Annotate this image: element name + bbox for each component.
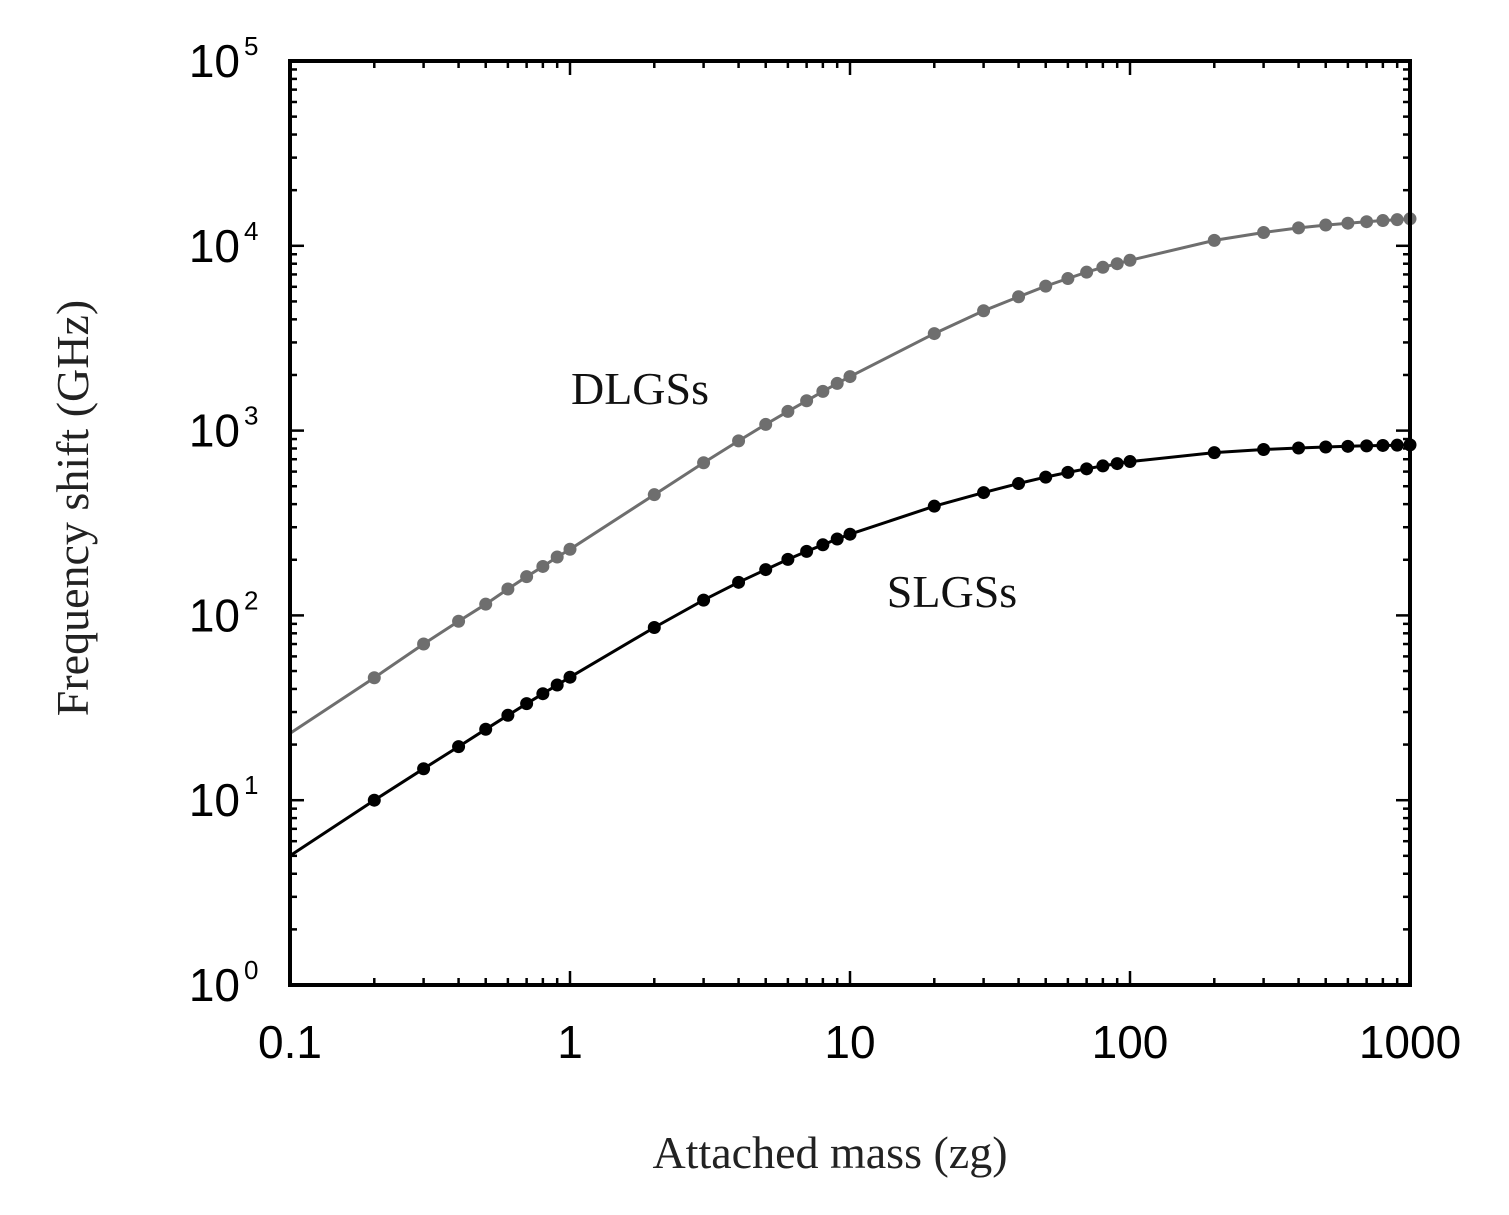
y-tick-label-exponent: 5 [244,31,258,61]
data-point-dlgss [816,384,830,398]
data-point-dlgss [367,671,381,685]
data-point-dlgss [800,394,814,408]
data-point-slgss [417,762,431,776]
x-tick-label: 1 [557,1016,583,1068]
data-point-slgss [536,687,550,701]
data-point-slgss [1039,470,1053,484]
data-point-dlgss [1123,253,1137,267]
data-point-dlgss [1360,215,1374,229]
data-point-slgss [800,544,814,558]
data-point-slgss [927,499,941,513]
series-layer [289,212,1417,858]
data-point-slgss [479,722,493,736]
x-tick-label: 1000 [1359,1016,1461,1068]
data-point-dlgss [1341,216,1355,230]
y-tick-label: 10 [189,220,240,272]
data-point-slgss [1360,439,1374,453]
data-point-slgss [1061,465,1075,479]
y-tick-label-exponent: 3 [244,401,258,431]
data-point-slgss [732,575,746,589]
y-tick-label-exponent: 0 [244,955,258,985]
series-slgss [289,438,1417,858]
data-point-slgss [1341,439,1355,453]
data-point-dlgss [520,570,534,584]
data-point-slgss [1110,457,1124,471]
data-point-slgss [816,538,830,552]
data-point-dlgss [759,417,773,431]
series-label-dlgss: DLGSs [571,363,709,414]
data-point-dlgss [1257,226,1271,240]
data-point-dlgss [697,456,711,470]
data-point-slgss [1207,446,1221,460]
data-point-dlgss [732,434,746,448]
data-point-dlgss [1390,213,1404,227]
data-point-dlgss [1096,260,1110,274]
data-point-dlgss [1292,221,1306,235]
data-point-slgss [1123,455,1137,469]
data-point-dlgss [1319,218,1333,232]
data-point-slgss [1096,459,1110,473]
x-tick-label: 100 [1092,1016,1169,1068]
data-point-slgss [977,486,991,500]
y-tick-label: 10 [189,589,240,641]
data-point-slgss [843,527,857,541]
data-point-slgss [759,563,773,577]
data-point-dlgss [977,304,991,318]
data-point-slgss [647,621,661,635]
data-point-slgss [367,793,381,807]
data-point-slgss [1012,477,1026,491]
data-point-dlgss [536,559,550,573]
series-label-slgss: SLGSs [887,566,1017,617]
data-point-dlgss [1376,214,1390,228]
data-point-dlgss [1061,272,1075,286]
data-point-slgss [550,678,564,692]
data-point-dlgss [927,327,941,341]
y-tick-label: 10 [189,959,240,1011]
data-point-slgss [452,740,466,754]
y-tick-label-exponent: 1 [244,770,258,800]
data-point-slgss [501,708,515,722]
data-point-dlgss [501,582,515,596]
data-point-dlgss [830,376,844,390]
data-point-dlgss [1012,290,1026,304]
data-point-dlgss [417,637,431,651]
data-point-slgss [830,532,844,546]
data-point-slgss [1292,441,1306,455]
y-tick-label: 10 [189,35,240,87]
data-point-dlgss [550,550,564,564]
data-point-dlgss [452,614,466,628]
data-point-slgss [1376,438,1390,452]
data-point-slgss [563,670,577,684]
data-point-slgss [1257,443,1271,457]
y-tick-label-exponent: 2 [244,585,258,615]
plot-frame [288,59,1412,987]
x-tick-labels: 0.1 1 10 100 1000 [258,1016,1461,1068]
data-point-dlgss [1110,257,1124,271]
data-point-dlgss [563,542,577,556]
data-point-slgss [1319,440,1333,454]
data-point-slgss [781,552,795,566]
data-point-slgss [1080,462,1094,476]
data-point-dlgss [781,404,795,418]
y-tick-label: 10 [189,405,240,457]
data-point-slgss [697,593,711,607]
data-point-dlgss [479,597,493,611]
data-point-dlgss [843,370,857,384]
y-tick-label-exponent: 4 [244,216,258,246]
y-axis-title: Frequency shift (GHz) [47,300,98,716]
data-point-dlgss [1039,279,1053,293]
data-point-slgss [520,697,534,711]
data-point-dlgss [1080,265,1094,279]
x-tick-label: 0.1 [258,1016,322,1068]
x-tick-label: 10 [824,1016,875,1068]
data-point-dlgss [647,488,661,502]
data-point-slgss [1390,438,1404,452]
x-axis-title: Attached mass (zg) [652,1127,1007,1178]
y-tick-label: 10 [189,774,240,826]
data-point-dlgss [1207,233,1221,247]
